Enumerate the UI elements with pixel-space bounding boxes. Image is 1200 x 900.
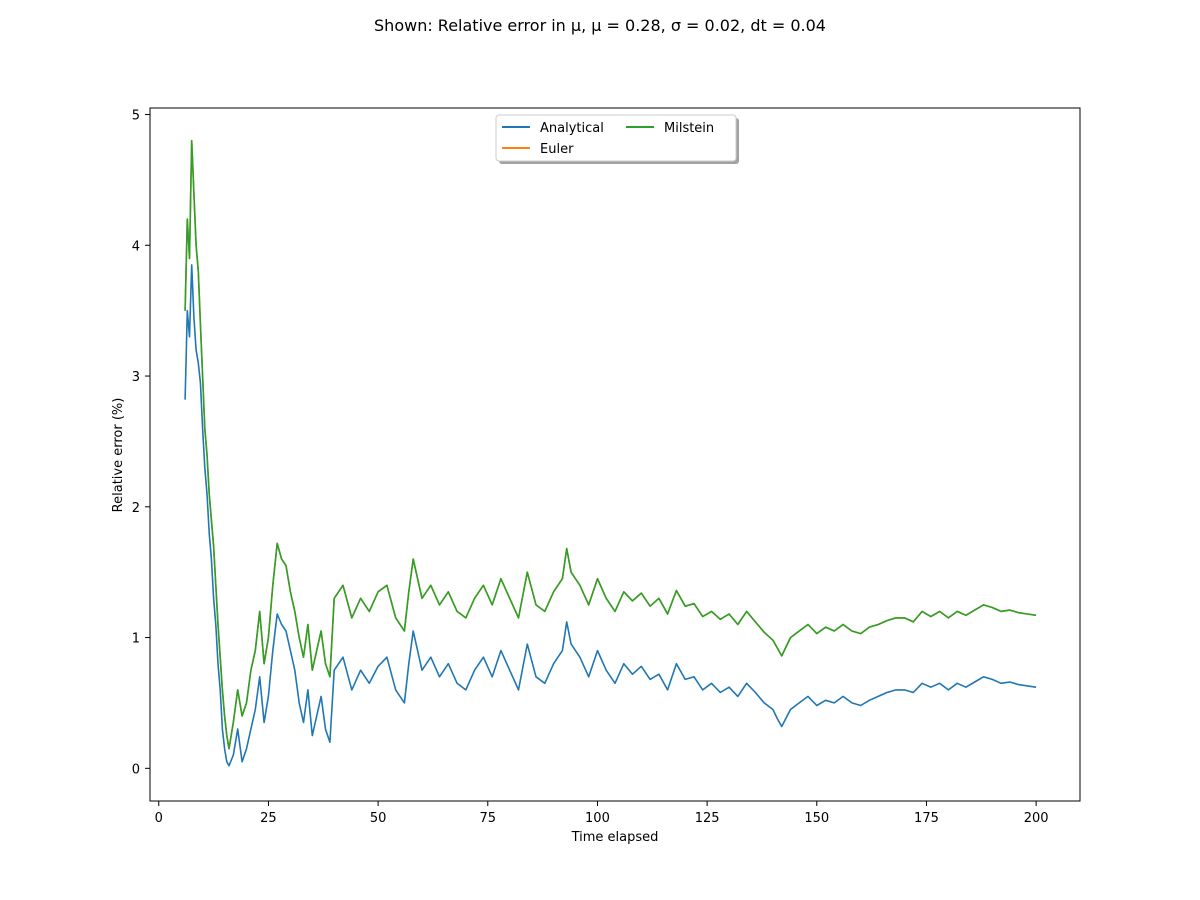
y-axis-label: Relative error (%) [111,398,126,513]
legend-box [495,114,737,162]
y-tick-label: 4 [132,239,140,254]
x-tick-label: 100 [585,811,610,826]
series-layer [184,139,1037,767]
y-tick-label: 3 [132,370,140,385]
x-tick-label: 200 [1024,811,1049,826]
plot-frame [149,107,1081,802]
series-line-euler [184,139,1037,750]
x-tick-label: 125 [695,811,720,826]
y-tick-label: 2 [132,501,140,516]
x-tick-label: 75 [480,811,497,826]
x-axis-label: Time elapsed [571,830,659,845]
y-tick-label: 1 [132,632,140,647]
y-axis: 0 1 2 3 4 5 [132,109,150,777]
legend-label-euler: Euler [540,142,574,157]
legend-label-milstein: Milstein [664,121,714,136]
y-tick-label: 0 [132,762,140,777]
x-tick-label: 50 [370,811,387,826]
legend-label-analytical: Analytical [540,121,604,136]
y-tick-label: 5 [132,109,140,124]
series-line-milstein [184,139,1037,750]
x-tick-label: 25 [260,811,277,826]
x-tick-label: 150 [804,811,829,826]
x-axis: 0 25 50 75 100 125 150 175 200 [155,801,1049,826]
x-tick-label: 175 [914,811,939,826]
series-line-analytical [184,264,1037,767]
legend: Analytical Euler Milstein [495,114,739,164]
x-tick-label: 0 [155,811,163,826]
chart-title: Shown: Relative error in μ, μ = 0.28, σ … [374,16,826,35]
